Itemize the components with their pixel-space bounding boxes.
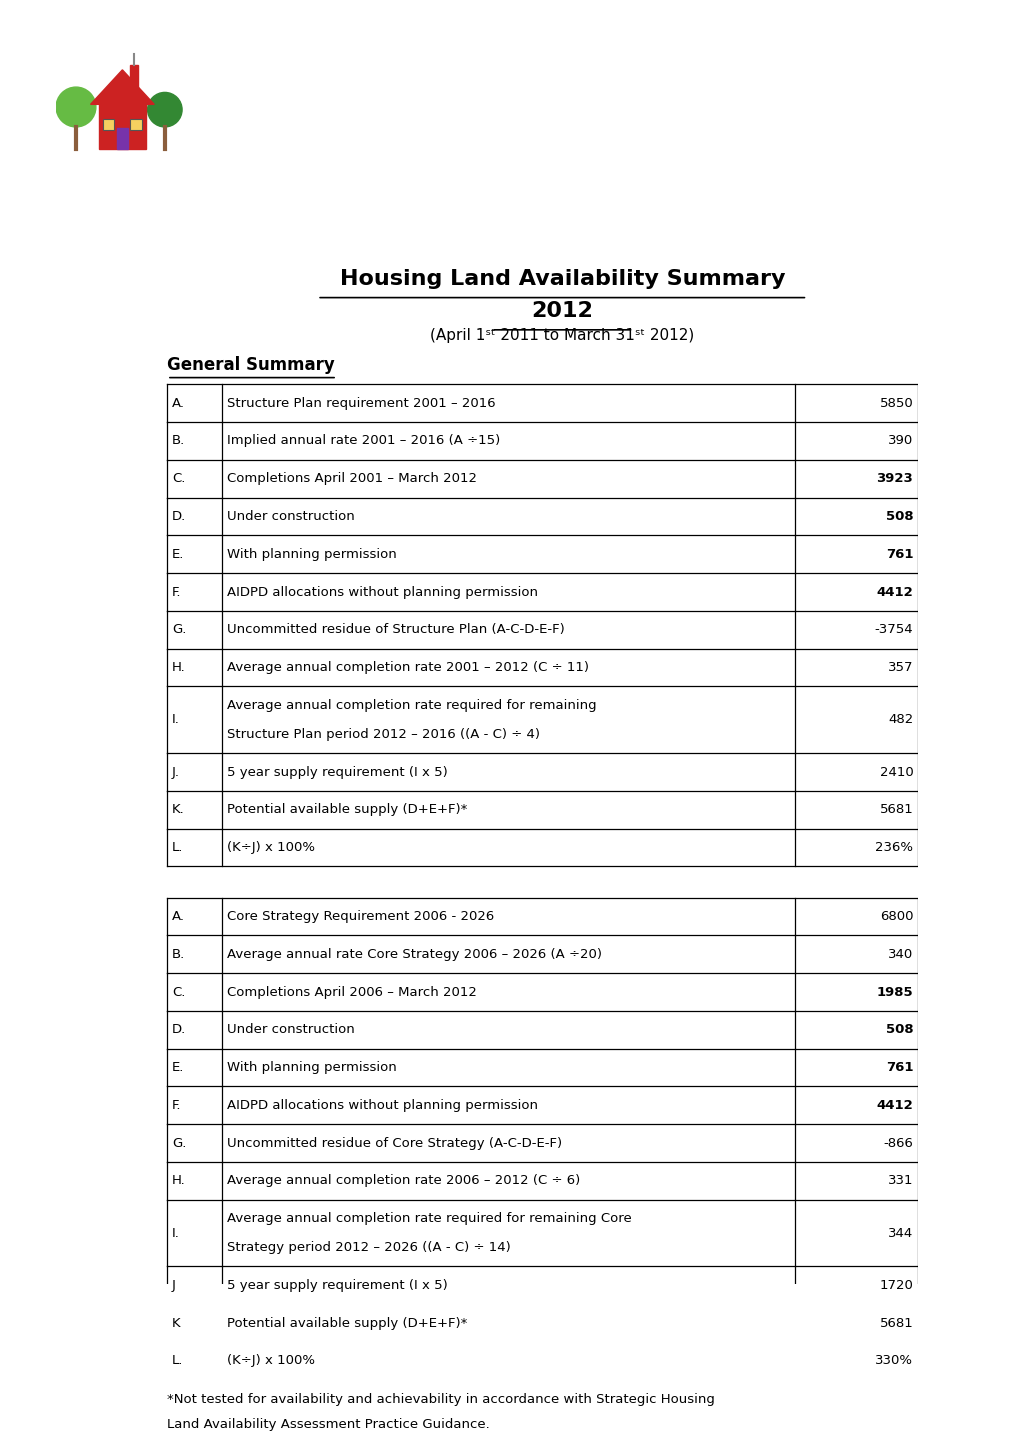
Text: 508: 508 (884, 509, 912, 522)
Text: AIDPD allocations without planning permission: AIDPD allocations without planning permi… (227, 586, 538, 599)
Text: AIDPD allocations without planning permission: AIDPD allocations without planning permi… (227, 1100, 538, 1113)
Text: (K÷J) x 100%: (K÷J) x 100% (227, 841, 315, 854)
Text: 5 year supply requirement (I x 5): 5 year supply requirement (I x 5) (227, 1278, 447, 1291)
Text: (K÷J) x 100%: (K÷J) x 100% (227, 1355, 315, 1368)
Text: Average annual completion rate 2006 – 2012 (C ÷ 6): Average annual completion rate 2006 – 20… (227, 1175, 580, 1188)
Text: I.: I. (171, 713, 179, 726)
Text: With planning permission: With planning permission (227, 548, 396, 561)
Text: Under construction: Under construction (227, 509, 355, 522)
Text: D.: D. (171, 509, 185, 522)
Text: E.: E. (171, 548, 184, 561)
Text: Uncommitted residue of Structure Plan (A-C-D-E-F): Uncommitted residue of Structure Plan (A… (227, 623, 565, 636)
Bar (130, 65, 139, 88)
Text: -3754: -3754 (873, 623, 912, 636)
Text: L.: L. (171, 1355, 183, 1368)
Text: Under construction: Under construction (227, 1023, 355, 1036)
Text: 5850: 5850 (878, 397, 912, 410)
Text: F.: F. (171, 1100, 181, 1113)
Text: G.: G. (171, 623, 185, 636)
Circle shape (56, 87, 96, 127)
Text: 508: 508 (884, 1023, 912, 1036)
Text: 2410: 2410 (878, 766, 912, 779)
Text: Uncommitted residue of Core Strategy (A-C-D-E-F): Uncommitted residue of Core Strategy (A-… (227, 1137, 561, 1150)
Text: *Not tested for availability and achievability in accordance with Strategic Hous: *Not tested for availability and achieva… (167, 1392, 714, 1405)
Text: Potential available supply (D+E+F)*: Potential available supply (D+E+F)* (227, 1316, 467, 1329)
Text: C.: C. (171, 472, 185, 485)
Text: 482: 482 (888, 713, 912, 726)
Text: 236%: 236% (874, 841, 912, 854)
Text: D.: D. (171, 1023, 185, 1036)
Text: H.: H. (171, 661, 185, 674)
Text: 5681: 5681 (878, 804, 912, 817)
Text: Implied annual rate 2001 – 2016 (A ÷15): Implied annual rate 2001 – 2016 (A ÷15) (227, 434, 500, 447)
Text: Structure Plan period 2012 – 2016 ((A - C) ÷ 4): Structure Plan period 2012 – 2016 ((A - … (227, 727, 540, 742)
Text: B.: B. (171, 948, 184, 961)
Text: 357: 357 (887, 661, 912, 674)
Text: (April 1ˢᵗ 2011 to March 31ˢᵗ 2012): (April 1ˢᵗ 2011 to March 31ˢᵗ 2012) (430, 328, 694, 343)
Text: G.: G. (171, 1137, 185, 1150)
Text: C.: C. (171, 986, 185, 999)
Text: L.: L. (171, 841, 183, 854)
Text: 1720: 1720 (878, 1278, 912, 1291)
Text: J: J (171, 1278, 175, 1291)
Text: -866: -866 (882, 1137, 912, 1150)
Text: 761: 761 (884, 1061, 912, 1074)
Text: Average annual completion rate 2001 – 2012 (C ÷ 11): Average annual completion rate 2001 – 20… (227, 661, 589, 674)
Text: 330%: 330% (874, 1355, 912, 1368)
Text: Strategy period 2012 – 2026 ((A - C) ÷ 14): Strategy period 2012 – 2026 ((A - C) ÷ 1… (227, 1241, 511, 1254)
Text: A.: A. (171, 911, 184, 924)
Text: 6800: 6800 (879, 911, 912, 924)
Text: K.: K. (171, 804, 184, 817)
Text: F.: F. (171, 586, 181, 599)
Text: 1985: 1985 (875, 986, 912, 999)
Text: 2012: 2012 (531, 302, 593, 320)
Text: 5681: 5681 (878, 1316, 912, 1329)
Text: Structure Plan requirement 2001 – 2016: Structure Plan requirement 2001 – 2016 (227, 397, 495, 410)
Text: With planning permission: With planning permission (227, 1061, 396, 1074)
Text: 390: 390 (888, 434, 912, 447)
Text: E.: E. (171, 1061, 184, 1074)
Text: J.: J. (171, 766, 179, 779)
Text: K: K (171, 1316, 180, 1329)
Circle shape (148, 92, 182, 127)
Text: 4412: 4412 (875, 586, 912, 599)
Bar (99, 104, 146, 150)
Text: Completions April 2001 – March 2012: Completions April 2001 – March 2012 (227, 472, 477, 485)
Text: I.: I. (171, 1227, 179, 1240)
Text: Average annual rate Core Strategy 2006 – 2026 (A ÷20): Average annual rate Core Strategy 2006 –… (227, 948, 601, 961)
Polygon shape (91, 69, 154, 104)
Text: 331: 331 (887, 1175, 912, 1188)
Text: Average annual completion rate required for remaining Core: Average annual completion rate required … (227, 1212, 631, 1225)
Bar (102, 118, 114, 130)
Text: Land Availability Assessment Practice Guidance.: Land Availability Assessment Practice Gu… (167, 1417, 489, 1430)
Text: 761: 761 (884, 548, 912, 561)
Text: 5 year supply requirement (I x 5): 5 year supply requirement (I x 5) (227, 766, 447, 779)
Text: Average annual completion rate required for remaining: Average annual completion rate required … (227, 698, 596, 711)
Text: Potential available supply (D+E+F)*: Potential available supply (D+E+F)* (227, 804, 467, 817)
Text: 344: 344 (888, 1227, 912, 1240)
Text: Completions April 2006 – March 2012: Completions April 2006 – March 2012 (227, 986, 477, 999)
Text: 4412: 4412 (875, 1100, 912, 1113)
Text: A.: A. (171, 397, 184, 410)
Text: 3923: 3923 (875, 472, 912, 485)
Bar (117, 128, 127, 150)
Text: Housing Land Availability Summary: Housing Land Availability Summary (339, 268, 785, 289)
Text: Core Strategy Requirement 2006 - 2026: Core Strategy Requirement 2006 - 2026 (227, 911, 494, 924)
Text: B.: B. (171, 434, 184, 447)
Text: General Summary: General Summary (167, 356, 334, 374)
Bar (130, 118, 143, 130)
Text: H.: H. (171, 1175, 185, 1188)
Text: 340: 340 (888, 948, 912, 961)
